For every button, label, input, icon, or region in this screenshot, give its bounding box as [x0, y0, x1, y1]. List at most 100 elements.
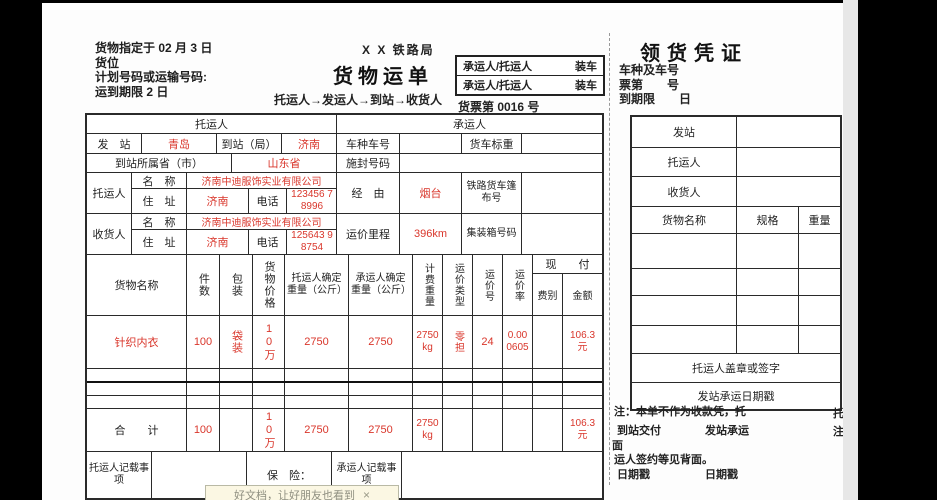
- empty-cell: [503, 409, 533, 451]
- shipper-notes-value: [152, 452, 247, 498]
- total-shipper-weight: 2750: [285, 409, 349, 451]
- tarpaulin-label: 铁路货车篷布号: [462, 173, 522, 213]
- empty-cell: [443, 396, 473, 408]
- empty-cell: [413, 383, 443, 395]
- empty-cell: [220, 383, 253, 395]
- empty-cell: [563, 383, 602, 395]
- waybill-title: 货物运单: [333, 66, 433, 88]
- empty-cell: [349, 396, 413, 408]
- total-carrier-weight: 2750: [349, 409, 413, 451]
- voucher-car-line: 车种及车号: [619, 63, 680, 77]
- transit-limit-line: 运到期限 2 日: [95, 84, 169, 99]
- perforation-divider: [609, 33, 610, 485]
- packing-value: 袋装: [220, 316, 253, 368]
- empty-cell: [533, 396, 563, 408]
- edge-fragment: 托: [833, 408, 843, 420]
- shipper-label: 托运人: [87, 173, 132, 213]
- fee-type-header: 费别: [533, 274, 563, 315]
- loader-box: 承运人/托运人 装车 承运人/托运人 装车: [455, 55, 605, 96]
- via-label: 经 由: [337, 173, 400, 213]
- empty-cell: [187, 396, 220, 408]
- name-label: 名 称: [132, 214, 186, 230]
- empty-cell: [563, 396, 602, 408]
- voucher-stamp-row: 发站承运日期戳: [697, 391, 775, 403]
- empty-cell: [503, 369, 533, 381]
- arrive-bureau-label: 到站（局）: [217, 134, 282, 153]
- charge-weight-value: 2750kg: [413, 316, 443, 368]
- plan-number-line: 计划号码或运输号码:: [95, 70, 207, 84]
- amount-value: 106.3元: [569, 329, 596, 354]
- address-label: 住 址: [142, 236, 176, 249]
- empty-cell: [473, 369, 503, 381]
- voucher-info-block: 车种及车号 票第 号 到期限 日: [619, 63, 691, 107]
- voucher-ticket-line: 票第 号: [619, 77, 680, 92]
- pay-now-header: 现 付: [533, 255, 602, 274]
- empty-cell: [253, 369, 285, 381]
- empty-cell: [799, 269, 840, 295]
- carrier-notes-label: 承运人记载事项: [332, 452, 402, 498]
- voucher-note-line1: 注：本单不作为收款凭，托: [614, 406, 746, 418]
- scrollbar-track[interactable]: [843, 0, 858, 500]
- shipper-section-header: 托运人: [87, 115, 337, 133]
- pieces-value: 100: [187, 316, 220, 368]
- shipper-notes-label: 托运人记载事项: [87, 452, 152, 498]
- arrive-province-value: 山东省: [232, 154, 337, 172]
- close-icon[interactable]: ×: [362, 488, 370, 500]
- voucher-note-datestamp-left: 日期戳: [617, 469, 650, 481]
- cargo-assigned-line: 货物指定于 02 月 3 日: [95, 41, 213, 55]
- empty-cell: [503, 396, 533, 408]
- loader-left: 承运人/托运人: [463, 80, 533, 92]
- railway-bureau: X X 铁路局: [362, 43, 435, 57]
- empty-cell: [799, 326, 840, 353]
- empty-cell: [799, 234, 840, 268]
- mileage-label: 运价里程: [337, 214, 400, 254]
- packing-header: 包装: [220, 255, 253, 315]
- empty-cell: [632, 234, 737, 268]
- shipper-weight-header: 托运人确定重量（公斤）: [285, 255, 349, 315]
- empty-cell: [632, 326, 737, 353]
- voucher-sign-row: 托运人盖章或签字: [692, 363, 780, 375]
- empty-cell: [220, 369, 253, 381]
- depart-station-value: 青岛: [142, 134, 217, 153]
- empty-cell: [187, 383, 220, 395]
- empty-cell: [443, 409, 473, 451]
- carrier-notes-value: [402, 452, 602, 498]
- empty-cell: [349, 383, 413, 395]
- consignee-address-value: 济南: [187, 230, 249, 254]
- empty-cell: [533, 369, 563, 381]
- edge-fragment: 注: [833, 426, 843, 438]
- loader-left: 承运人/托运人: [463, 61, 533, 73]
- voucher-depart-value: [737, 117, 840, 147]
- rate-value: 0.000605: [503, 316, 533, 368]
- rate-header: 运价率: [503, 255, 533, 315]
- empty-cell: [87, 396, 187, 408]
- empty-cell: [737, 234, 799, 268]
- phone-label: 电话: [249, 230, 287, 254]
- arrive-province-label: 到站所属省（市）: [87, 154, 232, 172]
- share-document-tab[interactable]: 好文档，让好朋友也看到 ×: [205, 485, 399, 500]
- empty-cell: [187, 369, 220, 381]
- voucher-note-line3: 面: [612, 440, 623, 452]
- empty-cell: [533, 383, 563, 395]
- container-label: 集装箱号码: [462, 214, 522, 254]
- empty-cell: [443, 369, 473, 381]
- shipper-phone-value: 123456 78996: [291, 189, 333, 212]
- rate-no-value: 24: [473, 316, 503, 368]
- empty-cell: [503, 383, 533, 395]
- carrier-weight-header: 承运人确定重量（公斤）: [349, 255, 413, 315]
- empty-cell: [737, 326, 799, 353]
- total-pieces: 100: [187, 409, 220, 451]
- voucher-consignee-value: [737, 177, 840, 206]
- voucher-note-line4: 运人签约等见背面。: [614, 454, 713, 466]
- loader-right: 装车: [575, 80, 597, 92]
- empty-cell: [285, 383, 349, 395]
- empty-cell: [443, 383, 473, 395]
- empty-cell: [87, 369, 187, 381]
- waybill-form: 托运人 承运人 发 站 青岛 到站（局） 济南 车种车号 货车标重 到站所属省（…: [85, 113, 604, 500]
- voucher-shipper-label: 托运人: [632, 148, 737, 176]
- total-charge-weight: 2750kg: [413, 409, 443, 451]
- cargo-slot-line: 货位: [95, 55, 120, 70]
- rate-type-header: 运价类型: [443, 255, 473, 315]
- car-load-label: 货车标重: [462, 134, 522, 153]
